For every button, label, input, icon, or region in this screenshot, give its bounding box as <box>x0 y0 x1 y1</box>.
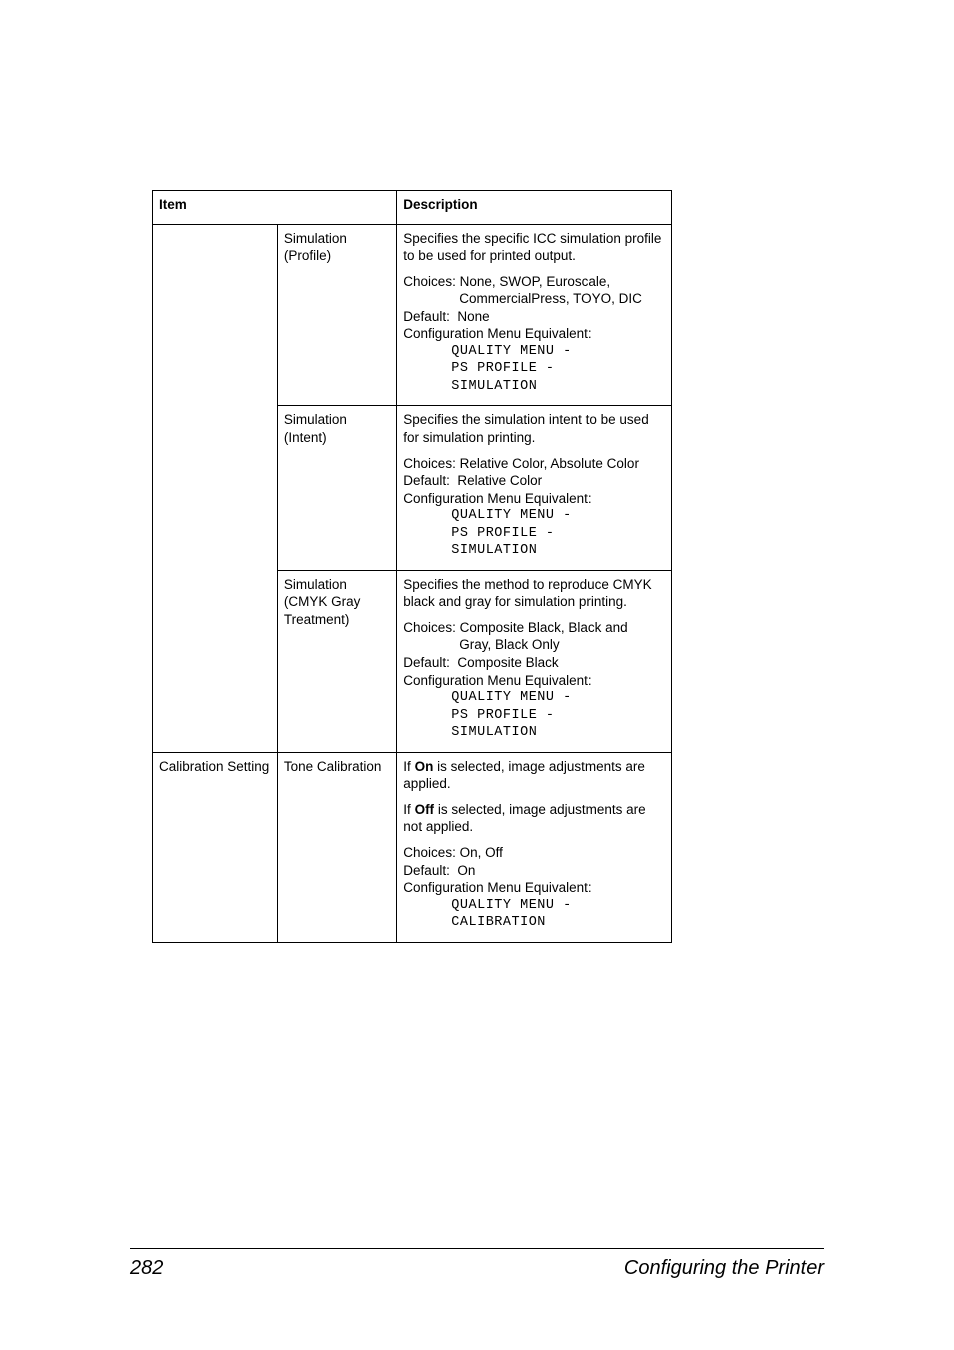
mono-line2: PS PROFILE - <box>403 707 665 725</box>
label-default: Default: <box>403 655 450 670</box>
cell-desc-sim-intent: Specifies the simulation intent to be us… <box>397 406 672 570</box>
label-default: Default: <box>403 863 450 878</box>
mono-line1: QUALITY MENU - <box>403 689 665 707</box>
choices-line2: CommercialPress, TOYO, DIC <box>403 290 665 308</box>
calib-off-b: Off <box>415 802 435 817</box>
calib-off-a: If <box>403 802 414 817</box>
cell-sub-tone-calib: Tone Calibration <box>277 752 396 942</box>
cfg-label: Configuration Menu Equivalent: <box>403 491 591 506</box>
default-val: None <box>457 309 489 324</box>
cell-desc-sim-cmyk: Specifies the method to reproduce CMYK b… <box>397 570 672 752</box>
cell-sub-sim-cmyk: Simulation (CMYK Gray Treatment) <box>277 570 396 752</box>
page-number: 282 <box>130 1257 163 1280</box>
cell-sub-sim-intent: Simulation (Intent) <box>277 406 396 570</box>
calib-on-a: If <box>403 759 414 774</box>
mono-line1: QUALITY MENU - <box>403 507 665 525</box>
mono-line3: SIMULATION <box>403 724 665 742</box>
default-val: Relative Color <box>457 473 542 488</box>
label-choices: Choices: <box>403 274 456 289</box>
default-val: Composite Black <box>457 655 558 670</box>
cfg-label: Configuration Menu Equivalent: <box>403 880 591 895</box>
page-footer: 282 Configuring the Printer <box>130 1248 824 1280</box>
cell-desc-sim-profile: Specifies the specific ICC simulation pr… <box>397 224 672 406</box>
footer-row: 282 Configuring the Printer <box>130 1257 824 1280</box>
mono-line1: QUALITY MENU - <box>403 343 665 361</box>
page-container: Item Description Simulation (Profile) Sp… <box>0 0 954 1350</box>
mono-line3: SIMULATION <box>403 542 665 560</box>
choices-line1: Composite Black, Black and <box>460 620 628 635</box>
mono-line2: CALIBRATION <box>403 914 665 932</box>
choices-line1: None, SWOP, Euroscale, <box>460 274 611 289</box>
cell-sub-sim-profile: Simulation (Profile) <box>277 224 396 406</box>
table-row: Simulation (Profile) Specifies the speci… <box>153 224 672 406</box>
mono-line2: PS PROFILE - <box>403 360 665 378</box>
sim-profile-intro: Specifies the specific ICC simulation pr… <box>403 231 661 264</box>
header-description: Description <box>397 191 672 225</box>
label-choices: Choices: <box>403 845 456 860</box>
cell-desc-calib: If On is selected, image adjustments are… <box>397 752 672 942</box>
cfg-label: Configuration Menu Equivalent: <box>403 673 591 688</box>
table-row: Calibration Setting Tone Calibration If … <box>153 752 672 942</box>
mono-line1: QUALITY MENU - <box>403 897 665 915</box>
label-default: Default: <box>403 473 450 488</box>
choices-line1: On, Off <box>460 845 503 860</box>
header-item: Item <box>153 191 397 225</box>
calib-off-c: is selected, image adjustments are not a… <box>403 802 645 835</box>
cfg-label: Configuration Menu Equivalent: <box>403 326 591 341</box>
default-val: On <box>457 863 475 878</box>
label-choices: Choices: <box>403 456 456 471</box>
cell-item-calib: Calibration Setting <box>153 752 278 942</box>
choices-line1: Relative Color, Absolute Color <box>460 456 639 471</box>
mono-line2: PS PROFILE - <box>403 525 665 543</box>
cell-item-blank <box>153 224 278 752</box>
calib-on-b: On <box>415 759 434 774</box>
page-title: Configuring the Printer <box>624 1257 824 1280</box>
spec-table: Item Description Simulation (Profile) Sp… <box>152 190 672 943</box>
table-header-row: Item Description <box>153 191 672 225</box>
mono-line3: SIMULATION <box>403 378 665 396</box>
label-default: Default: <box>403 309 450 324</box>
calib-on-c: is selected, image adjustments are appli… <box>403 759 645 792</box>
label-choices: Choices: <box>403 620 456 635</box>
sim-cmyk-intro: Specifies the method to reproduce CMYK b… <box>403 577 651 610</box>
choices-line2: Gray, Black Only <box>403 636 665 654</box>
sim-intent-intro: Specifies the simulation intent to be us… <box>403 412 648 445</box>
